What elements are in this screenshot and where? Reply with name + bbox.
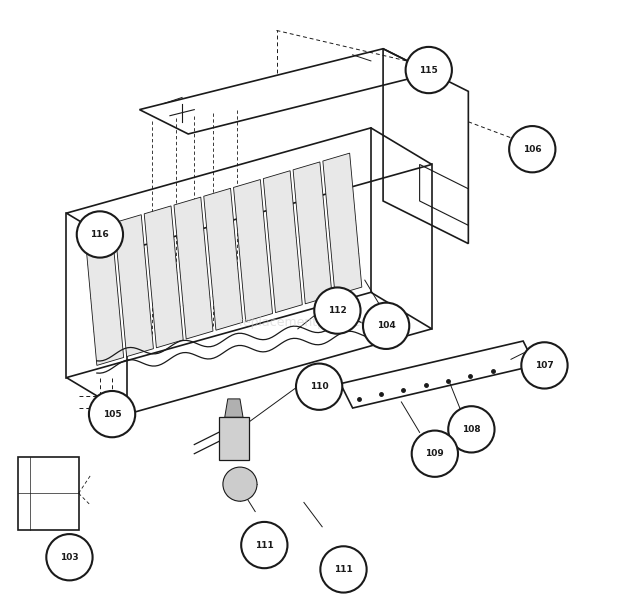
Text: 115: 115 [419,66,438,74]
Polygon shape [224,399,243,417]
Circle shape [77,211,123,258]
Circle shape [509,126,556,172]
Text: 109: 109 [425,449,444,458]
Text: 111: 111 [255,541,273,549]
Polygon shape [204,188,243,330]
Polygon shape [174,197,213,339]
Bar [219,417,249,460]
Text: 104: 104 [377,322,396,330]
Circle shape [223,467,257,501]
Circle shape [46,534,92,580]
Text: replacementparts.com: replacementparts.com [239,316,381,329]
Text: 112: 112 [328,306,347,315]
Circle shape [321,546,366,593]
Circle shape [241,522,288,568]
Circle shape [448,406,495,452]
Text: 103: 103 [60,553,79,561]
Circle shape [296,364,342,410]
Circle shape [521,342,567,389]
Polygon shape [323,153,362,295]
Text: 110: 110 [310,382,329,391]
Polygon shape [264,171,303,312]
Text: 108: 108 [462,425,480,434]
Polygon shape [293,162,332,304]
Polygon shape [144,206,183,348]
Text: 107: 107 [535,361,554,370]
Circle shape [363,303,409,349]
Polygon shape [85,224,123,365]
Circle shape [314,287,361,334]
Circle shape [412,431,458,477]
Text: 106: 106 [523,145,542,153]
Text: 111: 111 [334,565,353,574]
Polygon shape [115,215,153,357]
Circle shape [405,47,452,93]
Polygon shape [234,180,273,322]
Text: 105: 105 [103,410,122,418]
Text: 116: 116 [91,230,109,239]
Circle shape [89,391,135,437]
